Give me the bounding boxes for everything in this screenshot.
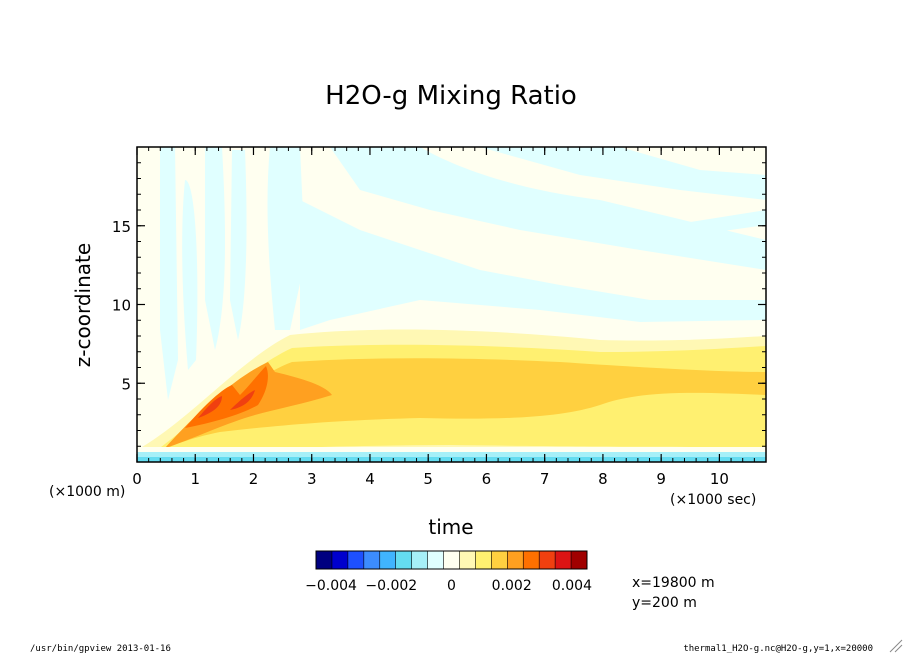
colorbar-tick-label: −0.002 bbox=[365, 578, 417, 594]
y-tick-label: 5 bbox=[121, 375, 131, 393]
colorbar-swatch bbox=[507, 551, 524, 569]
x-tick-label: 7 bbox=[540, 470, 550, 488]
x-tick-label: 9 bbox=[656, 470, 666, 488]
chart-title: H2O-g Mixing Ratio bbox=[325, 81, 577, 111]
colorbar-swatch bbox=[379, 551, 397, 569]
x-tick-label: 1 bbox=[190, 470, 200, 488]
resize-grip-icon[interactable] bbox=[889, 639, 903, 653]
x-axis: 0 1 2 3 4 5 6 7 8 9 10 bbox=[132, 147, 767, 488]
colorbar-tick-label: 0.004 bbox=[552, 578, 592, 594]
colorbar bbox=[315, 550, 588, 570]
y-axis: 5 10 15 bbox=[112, 146, 766, 463]
colorbar-swatch bbox=[443, 551, 460, 569]
position-y-label: y=200 m bbox=[632, 595, 697, 611]
negative-bands-upper bbox=[160, 147, 766, 400]
footer-right: thermal1_H2O-g.nc@H2O-g,y=1,x=20000 bbox=[683, 644, 873, 654]
colorbar-swatch bbox=[427, 551, 445, 569]
colorbar-swatch bbox=[539, 551, 556, 569]
position-x-label: x=19800 m bbox=[632, 575, 715, 591]
colorbar-labels: −0.004 −0.002 0 0.002 0.004 bbox=[305, 578, 592, 594]
x-tick-label: 3 bbox=[307, 470, 317, 488]
colorbar-swatch bbox=[363, 551, 381, 569]
x-tick-label: 0 bbox=[132, 470, 142, 488]
colorbar-frame bbox=[315, 550, 588, 570]
colorbar-swatch bbox=[555, 551, 572, 569]
moist-layer-core bbox=[160, 358, 766, 452]
footer-left: /usr/bin/gpview 2013-01-16 bbox=[30, 644, 171, 654]
heatmap-field bbox=[137, 147, 766, 462]
colorbar-swatch bbox=[571, 551, 588, 569]
x-tick-label: 2 bbox=[249, 470, 259, 488]
colorbar-swatch bbox=[475, 551, 492, 569]
colorbar-swatch bbox=[411, 551, 429, 569]
colorbar-tick-label: −0.004 bbox=[305, 578, 357, 594]
colorbar-swatch bbox=[347, 551, 365, 569]
x-tick-label: 8 bbox=[598, 470, 608, 488]
x-tick-label: 6 bbox=[482, 470, 492, 488]
colorbar-tick-label: 0.002 bbox=[492, 578, 532, 594]
thermal-plume-peak-2 bbox=[230, 390, 255, 410]
y-tick-label: 10 bbox=[112, 297, 131, 315]
colorbar-swatch bbox=[395, 551, 413, 569]
colorbar-swatch bbox=[491, 551, 508, 569]
y-tick-label: 15 bbox=[112, 218, 131, 236]
x-axis-label: time bbox=[428, 515, 473, 539]
colorbar-tick-label: 0 bbox=[447, 578, 456, 594]
x-tick-label: 5 bbox=[423, 470, 433, 488]
thermal-plume-peak-1 bbox=[198, 396, 222, 418]
colorbar-swatch bbox=[331, 551, 349, 569]
x-axis-unit: (×1000 sec) bbox=[670, 492, 756, 508]
x-tick-label: 10 bbox=[710, 470, 729, 488]
y-axis-unit: (×1000 m) bbox=[49, 484, 125, 500]
colorbar-swatch bbox=[316, 551, 333, 569]
colorbar-swatch bbox=[459, 551, 476, 569]
y-axis-label: z-coordinate bbox=[71, 243, 95, 367]
x-tick-label: 4 bbox=[365, 470, 375, 488]
colorbar-swatch bbox=[523, 551, 540, 569]
